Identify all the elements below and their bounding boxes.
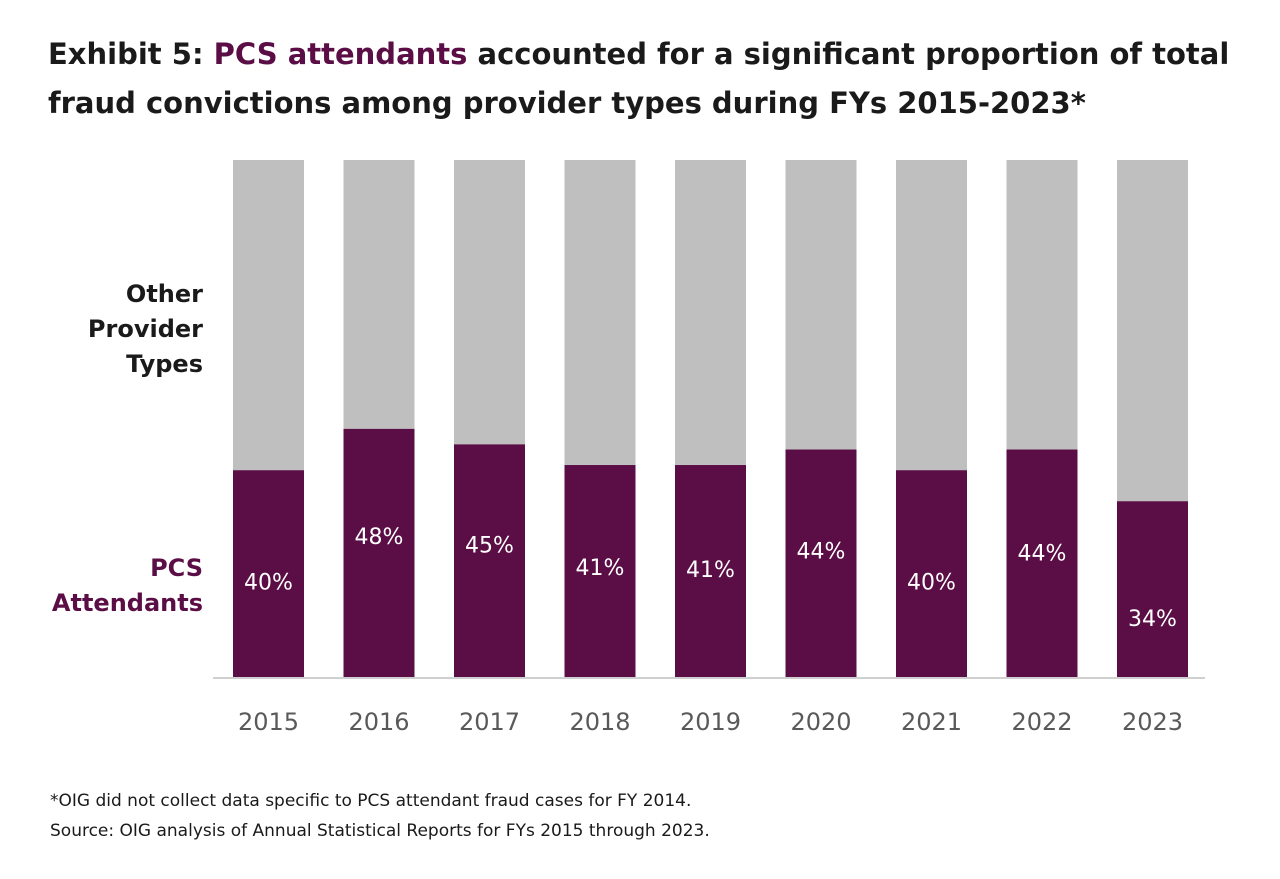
chart-title: Exhibit 5: PCS attendants accounted for …: [48, 30, 1248, 128]
legend-line: Other: [126, 280, 203, 308]
bar-pcs-2022: [1006, 449, 1078, 677]
chart-notes: *OIG did not collect data specific to PC…: [50, 786, 1230, 846]
x-tick-label-2018: 2018: [569, 708, 630, 736]
bar-pcs-2019: [675, 465, 746, 677]
legend-label-other: Other Provider Types: [88, 280, 203, 378]
title-prefix: Exhibit 5:: [48, 37, 214, 71]
legend-line: Provider: [88, 315, 203, 343]
data-label-2023: 34%: [1128, 607, 1177, 632]
footnote: *OIG did not collect data specific to PC…: [50, 791, 692, 811]
bar-pcs-2016: [343, 428, 415, 677]
bar-pcs-2021: [896, 470, 967, 677]
x-tick-label-2020: 2020: [790, 708, 851, 736]
bar-pcs-2018: [564, 465, 636, 677]
bar-other-2023: [1117, 160, 1188, 502]
bar-other-2020: [785, 160, 857, 450]
data-label-2019: 41%: [686, 558, 735, 583]
data-label-2020: 44%: [797, 539, 846, 564]
bar-pcs-2015: [233, 470, 304, 677]
legend-label-pcs: PCS Attendants: [52, 554, 203, 617]
bar-other-2022: [1006, 160, 1078, 450]
bar-other-2017: [454, 160, 525, 445]
data-label-2017: 45%: [465, 534, 514, 559]
legend-line: Types: [126, 350, 203, 378]
data-label-2015: 40%: [244, 571, 293, 596]
x-tick-label-2023: 2023: [1122, 708, 1183, 736]
bar-pcs-2023: [1117, 501, 1188, 677]
bar-other-2015: [233, 160, 304, 471]
title-line1-rest: accounted for a significant proportion o…: [467, 37, 1230, 71]
bar-pcs-2017: [454, 444, 525, 677]
title-line2: fraud convictions among provider types d…: [48, 86, 1086, 120]
data-label-2021: 40%: [907, 571, 956, 596]
title-highlight: PCS attendants: [213, 37, 468, 71]
legend-line: PCS: [150, 554, 203, 582]
bar-other-2021: [896, 160, 967, 471]
x-tick-label-2016: 2016: [348, 708, 409, 736]
x-tick-label-2015: 2015: [238, 708, 299, 736]
bar-other-2019: [675, 160, 746, 466]
data-label-2016: 48%: [355, 525, 404, 550]
legend-line: Attendants: [52, 589, 203, 617]
data-label-2018: 41%: [576, 556, 625, 581]
source-note: Source: OIG analysis of Annual Statistic…: [50, 821, 710, 841]
x-tick-label-2019: 2019: [680, 708, 741, 736]
bar-other-2016: [343, 160, 415, 429]
x-tick-label-2021: 2021: [901, 708, 962, 736]
bar-other-2018: [564, 160, 636, 466]
bar-pcs-2020: [785, 449, 857, 677]
x-tick-label-2022: 2022: [1011, 708, 1072, 736]
data-label-2022: 44%: [1018, 541, 1067, 566]
x-tick-label-2017: 2017: [459, 708, 520, 736]
